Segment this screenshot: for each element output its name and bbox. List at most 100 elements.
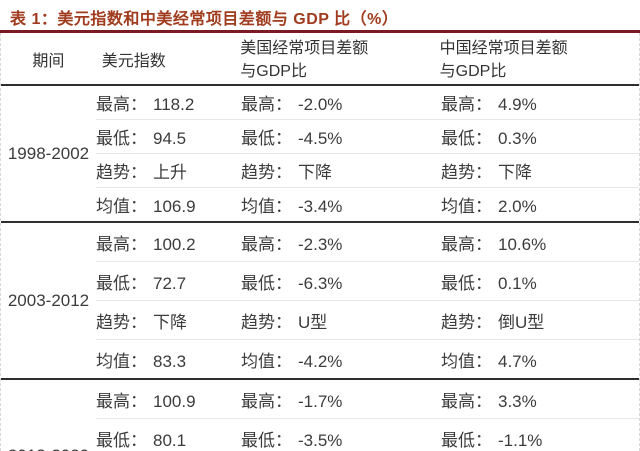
table-cell: 最低： 0.1% [441,269,639,294]
colon-separator: ： [475,273,492,293]
header-period: 期间 [32,52,65,70]
colon-separator: ： [275,197,292,216]
colon-separator: ： [275,351,292,371]
colon-separator: ： [475,129,492,148]
colon-separator: ： [475,234,492,254]
data-table: 期间 美元指数 美国经常项目差额 与GDP比 中国经常项目差额 与GDP比 19… [0,33,640,451]
row-label: 最高 [96,95,130,114]
row-label: 最低 [441,273,475,293]
cell-value: 2.0% [498,197,537,216]
table-cell: 最低： -6.3% [241,269,441,294]
cell-value: -1.1% [498,430,543,450]
row-label: 最高 [241,391,275,411]
table-cell: 趋势： U型 [241,308,441,333]
row-label: 最低 [96,129,130,148]
cell-value: 72.7 [153,273,187,293]
table-title: 表 1：美元指数和中美经常项目差额与 GDP 比（%） [10,11,399,28]
row-label: 最高 [241,234,275,254]
cell-value: -2.3% [298,234,343,254]
cell-value: -3.4% [298,197,343,216]
cell-value: -3.5% [298,430,343,450]
colon-separator: ： [275,129,292,148]
header-line: 美国经常项目差额 [240,40,369,57]
cell-value: 0.1% [498,273,537,293]
cell-value: 100.9 [153,391,196,411]
row-label: 最低 [441,129,475,148]
table-row: 最低： 80.1 最低： -3.5% 最低： -1.1% [96,418,639,451]
row-label: 最高 [441,391,475,411]
row-label: 最低 [241,430,275,450]
row-label: 趋势 [241,163,275,182]
colon-separator: ： [475,391,492,411]
colon-separator: ： [130,234,147,254]
table-cell: 最低： -1.1% [441,426,639,451]
row-label: 趋势 [241,312,275,332]
cell-value: 4.7% [498,351,537,371]
table-cell: 均值： -3.4% [241,192,441,217]
row-label: 趋势 [96,163,130,182]
cell-value: 4.9% [498,95,537,114]
table-row: 趋势： 上升 趋势： 下降 趋势： 下降 [96,153,639,187]
row-label: 最低 [96,273,130,293]
colon-separator: ： [275,163,292,182]
row-label: 趋势 [441,312,475,332]
cell-value: 100.2 [153,234,196,254]
table-cell: 趋势： 下降 [441,158,639,183]
cell-value: 118.2 [153,95,195,114]
block-rows: 最高： 100.2 最高： -2.3% 最高： 10.6% 最低： 72.7 最低： -6… [96,223,639,378]
colon-separator: ： [130,351,147,371]
cell-value: 83.3 [153,351,187,371]
period-label: 1998-2002 [7,143,90,163]
row-label: 最高 [441,234,475,254]
table-row: 最高： 100.2 最高： -2.3% 最高： 10.6% [96,223,639,261]
table-row: 均值： 106.9 均值： -3.4% 均值： 2.0% [96,187,639,221]
period-label: 2003-2012 [7,290,90,310]
header-us-current-account: 美国经常项目差额 与GDP比 [240,33,439,84]
title-rule [0,30,640,33]
row-label: 最低 [241,273,275,293]
row-label: 最高 [441,95,475,114]
colon-separator: ： [475,163,492,182]
header-usd-index: 美元指数 [101,52,166,70]
cell-value: U型 [298,312,328,332]
table-cell: 均值： 4.7% [441,347,639,372]
block-rows: 最高： 100.9 最高： -1.7% 最高： 3.3% 最低： 80.1 最低： -3.… [96,380,639,451]
header-line: 与GDP比 [240,63,307,80]
row-label: 趋势 [441,163,475,182]
table-cell: 最高： 3.3% [441,387,639,412]
period-column: 2003-2012 [1,223,96,378]
table-cell: 均值： -4.2% [241,347,441,372]
cell-value: -4.2% [298,351,343,371]
row-label: 最高 [241,95,275,114]
table-row: 最高： 118.2 最高： -2.0% 最高： 4.9% [96,86,639,119]
table-cell: 最低： 94.5 [96,124,241,149]
period-label: 2013-2020 [1,446,96,451]
table-cell: 最高： -2.0% [241,90,441,115]
row-label: 均值 [241,351,275,371]
table-cell: 最高： 118.2 [96,90,241,115]
colon-separator: ： [475,197,492,216]
row-label: 均值 [441,197,475,216]
table-row: 最高： 100.9 最高： -1.7% 最高： 3.3% [96,380,639,418]
row-label: 趋势 [96,312,130,332]
period-block-2013-2020: 2013-2020 最高：100.9 最高：-1.7% 最高：3.3% 最低：8… [1,378,639,451]
table-cell: 均值： 2.0% [441,192,639,217]
table-row: 最低： 72.7 最低： -6.3% 最低： 0.1% [96,261,639,300]
cell-value: 10.6% [498,234,547,254]
table-row: 最低： 94.5 最低： -4.5% 最低： 0.3% [96,119,639,153]
cell-value: 3.3% [498,391,537,411]
table-cell: 趋势： 上升 [96,158,241,183]
row-label: 最低 [96,430,130,450]
cell-value: 0.3% [498,129,537,148]
cell-value: 106.9 [153,197,196,216]
period-column: 2013-2020 [1,380,96,451]
cell-value: 下降 [298,163,332,182]
cell-value: 下降 [498,163,532,182]
colon-separator: ： [275,391,292,411]
table-cell: 最低： 80.1 [96,426,241,451]
cell-value: 上升 [153,163,187,182]
table-cell: 最高： -2.3% [241,230,441,255]
row-label: 最低 [441,430,475,450]
row-label: 均值 [96,351,130,371]
